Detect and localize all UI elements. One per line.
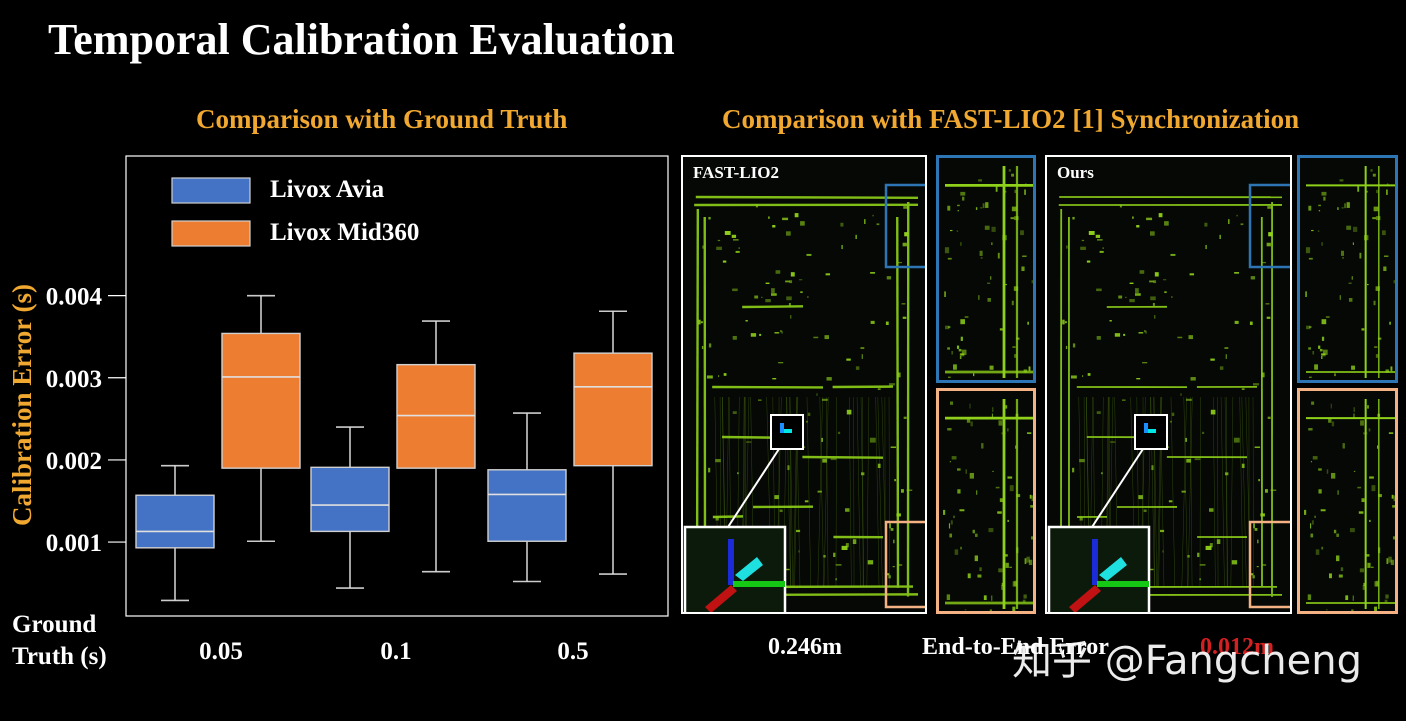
- legend-swatch: [171, 177, 251, 204]
- legend-swatch: [171, 220, 251, 247]
- ours-point-cloud: [1047, 183, 1290, 612]
- box-mid360: [573, 352, 653, 467]
- page-title: Temporal Calibration Evaluation: [48, 15, 675, 64]
- box-plot: 0.001 0.002 0.003 0.004 Calibration Error (s…: [7, 155, 669, 670]
- ours-error-value: 0.012m: [1200, 634, 1274, 660]
- ours-zoom-top: [1297, 155, 1398, 383]
- fastlio-error-value: 0.246m: [768, 634, 842, 660]
- fastlio-point-cloud: [683, 183, 925, 612]
- box-mid360: [221, 332, 301, 469]
- ours-label: Ours: [1057, 163, 1094, 182]
- fastlio-zoom-bottom: [936, 388, 1036, 614]
- end-to-end-error-label: End-to-End Error: [922, 634, 1109, 660]
- ours-zoom-top-cloud: [1305, 166, 1395, 378]
- ours-zoom-bottom: [1297, 388, 1398, 614]
- x-tick-label: 0.1: [380, 638, 411, 665]
- fastlio-map-panel: FAST-LIO2: [681, 155, 927, 614]
- box-mid360: [396, 363, 476, 469]
- legend-label: Livox Avia: [270, 176, 385, 203]
- fastlio-zoom-top: [936, 155, 1036, 383]
- y-tick-label: 0.001: [46, 530, 102, 557]
- box-avia: [135, 494, 215, 549]
- fastlio-zoom-bottom-cloud: [943, 399, 1033, 611]
- ours-map-panel: Ours: [1045, 155, 1292, 614]
- legend-label: Livox Mid360: [270, 219, 419, 246]
- box-avia: [487, 469, 567, 542]
- y-tick-label: 0.004: [46, 284, 103, 311]
- x-tick-label: 0.05: [199, 638, 243, 665]
- right-subtitle: Comparison with FAST-LIO2 [1] Synchroniz…: [722, 104, 1300, 134]
- y-axis-label: Calibration Error (s): [7, 284, 37, 526]
- left-subtitle: Comparison with Ground Truth: [196, 104, 568, 134]
- box-avia: [310, 466, 390, 533]
- y-tick-label: 0.002: [46, 448, 102, 475]
- x-tick-label: 0.5: [557, 638, 588, 665]
- ours-zoom-bottom-cloud: [1304, 399, 1395, 611]
- watermark: 知乎 @Fangcheng: [1012, 638, 1362, 684]
- fastlio-label: FAST-LIO2: [693, 163, 779, 182]
- x-axis-label: Ground Truth (s): [12, 611, 107, 670]
- fastlio-zoom-top-cloud: [944, 166, 1033, 378]
- y-tick-label: 0.003: [46, 366, 102, 393]
